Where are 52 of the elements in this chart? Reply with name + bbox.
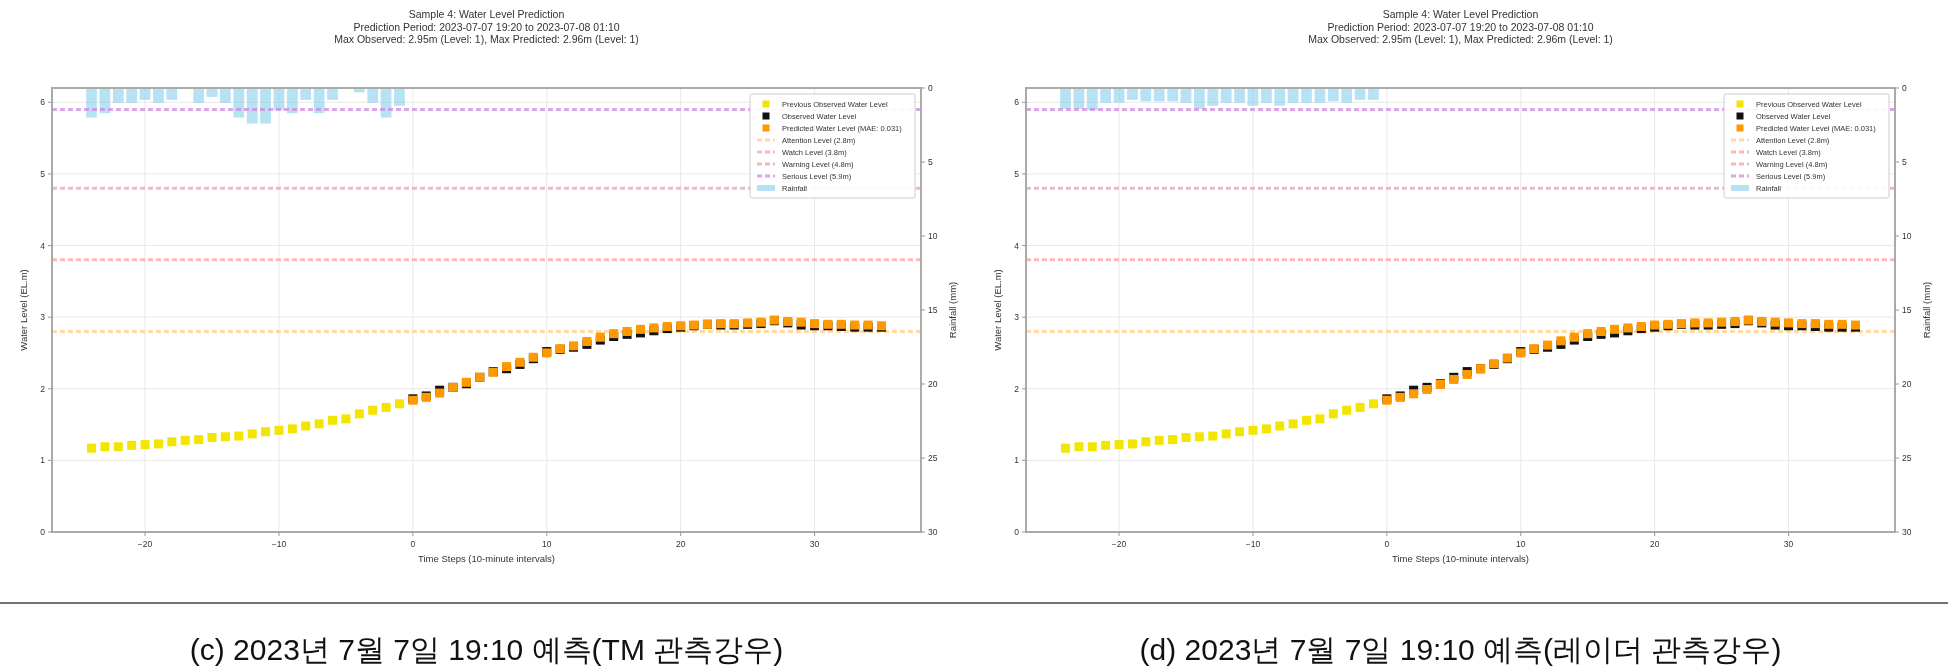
y-tick-label: 0 xyxy=(40,527,46,537)
x-tick-label: 20 xyxy=(675,539,686,549)
x-axis-title: Time Steps (10-minute intervals) xyxy=(418,553,555,564)
y-tick-label: 3 xyxy=(1014,312,1020,323)
y-tick-label: 5 xyxy=(40,168,46,179)
y-tick-label: 3 xyxy=(40,312,46,323)
x-tick-label: 20 xyxy=(1649,539,1660,549)
y2-tick-label: 5 xyxy=(1902,157,1907,167)
y2-tick-label: 30 xyxy=(928,527,938,537)
x-tick-label: −10 xyxy=(271,539,287,549)
y2-tick-label: 25 xyxy=(1902,453,1912,463)
y-tick-label: 5 xyxy=(1014,168,1020,179)
chart-subtitle: Prediction Period: 2023-07-07 19:20 to 2023-07-08 01:10 Max Observed: 2.95m (Level: 1), Max Predicted: 2.96m (Level: 1) xyxy=(334,20,639,45)
text: (c) 2023년 7월 7일 19:10 예측(TM 관측강우) xyxy=(189,633,784,666)
y-tick-label: 1 xyxy=(1014,455,1020,466)
x-tick-label: 30 xyxy=(809,539,820,549)
y2-tick-label: 10 xyxy=(928,231,938,241)
y2-axis-title: Rainfall (mm) xyxy=(1921,281,1932,339)
x-tick-label: −20 xyxy=(137,539,153,549)
y2-tick-label: 25 xyxy=(928,453,938,463)
y2-tick-label: 10 xyxy=(1902,231,1912,241)
y2-tick-label: 20 xyxy=(928,379,938,389)
y2-tick-label: 0 xyxy=(928,83,933,93)
y2-tick-label: 0 xyxy=(1902,83,1907,93)
y-tick-label: 2 xyxy=(40,383,46,394)
x-tick-label: 0 xyxy=(1384,539,1390,549)
y2-tick-label: 15 xyxy=(928,305,938,315)
chart-subtitle: Prediction Period: 2023-07-07 19:20 to 2023-07-08 01:10 Max Observed: 2.95m (Level: 1), Max Predicted: 2.96m (Level: 1) xyxy=(1308,20,1613,45)
chart-title: Sample 4: Water Level Prediction xyxy=(408,8,565,20)
y2-tick-label: 15 xyxy=(1902,305,1912,315)
y-axis-title: Water Level (EL.m) xyxy=(18,269,29,351)
y-tick-label: 0 xyxy=(1014,527,1020,537)
y-tick-label: 6 xyxy=(40,97,46,108)
y2-tick-label: 5 xyxy=(928,157,933,167)
x-tick-label: 30 xyxy=(1783,539,1794,549)
y-tick-label: 4 xyxy=(1014,240,1020,251)
x-tick-label: −10 xyxy=(1245,539,1261,549)
y-tick-label: 2 xyxy=(1014,383,1020,394)
x-tick-label: 10 xyxy=(1516,539,1526,549)
chart-title: Sample 4: Water Level Prediction xyxy=(1382,8,1539,20)
x-axis-title: Time Steps (10-minute intervals) xyxy=(1392,553,1529,564)
y-tick-label: 6 xyxy=(1014,97,1020,108)
y-axis-title: Water Level (EL.m) xyxy=(992,269,1003,351)
x-tick-label: 10 xyxy=(542,539,552,549)
y2-axis-title: Rainfall (mm) xyxy=(947,281,958,339)
x-tick-label: 0 xyxy=(410,539,416,549)
x-tick-label: −20 xyxy=(1111,539,1127,549)
text: (d) 2023년 7월 7일 19:10 예측(레이더 관측강우) xyxy=(1139,633,1782,666)
y-tick-label: 1 xyxy=(40,455,46,466)
y-tick-label: 4 xyxy=(40,240,46,251)
y2-tick-label: 30 xyxy=(1902,527,1912,537)
y2-tick-label: 20 xyxy=(1902,379,1912,389)
